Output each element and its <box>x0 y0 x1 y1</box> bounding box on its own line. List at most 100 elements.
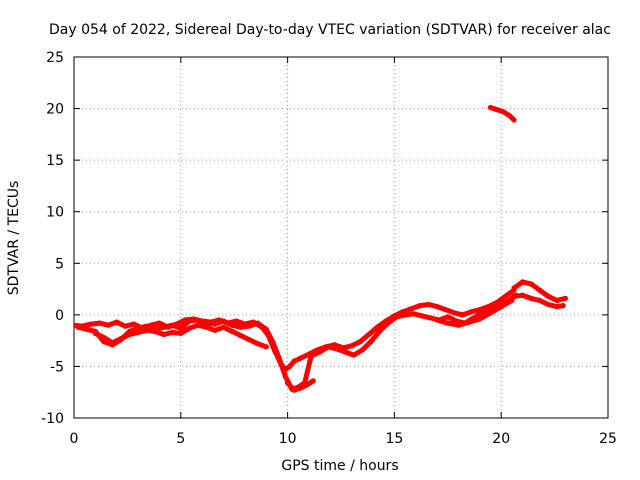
data-point-6-3 <box>537 297 543 304</box>
y-tick-label-2: 0 <box>55 308 64 324</box>
data-point-2-11 <box>186 325 192 331</box>
data-point-1-22 <box>263 326 269 332</box>
data-point-2-20 <box>263 344 269 350</box>
data-point-1-25 <box>282 374 289 380</box>
data-point-2-7 <box>152 328 158 334</box>
data-point-3-1 <box>291 387 297 393</box>
data-point-4-2 <box>455 322 462 328</box>
data-point-0-45 <box>434 304 440 310</box>
data-point-1-39 <box>393 314 400 320</box>
data-point-0-19 <box>233 318 239 324</box>
data-layer <box>74 104 568 393</box>
chart-title: Day 054 of 2022, Sidereal Day-to-day VTE… <box>49 22 611 38</box>
data-point-4-5 <box>487 310 494 316</box>
data-point-0-5 <box>114 319 120 325</box>
x-axis-label: GPS time / hours <box>281 458 398 474</box>
y-axis-label: SDTVAR / TECUs <box>6 181 22 296</box>
data-point-1-29 <box>308 353 314 359</box>
data-point-2-16 <box>229 328 235 334</box>
x-tick-label-4: 20 <box>492 431 510 447</box>
data-point-2-14 <box>212 327 218 333</box>
data-point-1-23 <box>270 339 276 345</box>
data-point-3-2 <box>297 385 304 391</box>
data-point-0-29 <box>297 355 304 361</box>
data-point-4-3 <box>466 319 472 325</box>
y-tick-label-7: 25 <box>46 50 64 66</box>
data-point-2-9 <box>169 329 175 335</box>
data-point-1-0 <box>75 324 81 330</box>
data-point-2-3 <box>118 335 124 342</box>
data-point-1-24 <box>276 355 282 361</box>
data-point-7-2 <box>500 109 506 115</box>
data-point-1-38 <box>385 320 391 326</box>
data-point-1-37 <box>376 328 383 334</box>
y-tick-label-5: 15 <box>46 153 64 169</box>
data-point-1-17 <box>220 318 227 324</box>
x-tick-label-3: 15 <box>385 431 403 447</box>
data-point-7-3 <box>507 113 513 119</box>
data-point-1-13 <box>186 318 192 324</box>
data-point-4-1 <box>445 320 451 326</box>
y-tick-label-4: 10 <box>46 205 64 221</box>
data-point-6-6 <box>560 302 566 309</box>
data-point-0-49 <box>468 309 474 315</box>
data-point-0-43 <box>417 302 423 309</box>
data-point-2-6 <box>144 327 150 333</box>
data-point-1-41 <box>411 311 417 317</box>
data-point-1-30 <box>317 349 323 355</box>
data-point-2-18 <box>246 337 252 343</box>
data-point-0-10 <box>156 320 163 326</box>
data-point-3-0 <box>285 380 291 386</box>
data-point-2-4 <box>126 331 133 338</box>
data-point-6-0 <box>511 293 517 299</box>
data-point-4-0 <box>434 317 440 323</box>
data-point-0-4 <box>105 322 111 328</box>
data-point-0-28 <box>291 358 297 364</box>
data-point-1-8 <box>144 323 150 329</box>
data-point-1-45 <box>445 314 451 320</box>
data-point-0-35 <box>349 343 355 349</box>
data-point-2-15 <box>220 324 227 330</box>
data-point-2-0 <box>92 330 98 337</box>
data-point-2-12 <box>195 322 201 328</box>
data-point-2-19 <box>255 341 261 347</box>
data-point-1-36 <box>368 339 374 345</box>
data-point-0-38 <box>374 324 380 330</box>
data-point-5-3 <box>537 287 543 293</box>
data-point-1-20 <box>246 323 252 329</box>
data-point-0-37 <box>366 331 372 338</box>
y-tick-label-1: -5 <box>50 359 64 375</box>
data-point-6-4 <box>545 301 551 308</box>
data-point-0-7 <box>131 321 137 327</box>
y-tick-label-3: 5 <box>55 256 64 272</box>
data-point-0-27 <box>287 363 293 370</box>
data-point-2-8 <box>161 331 167 338</box>
x-tick-label-0: 0 <box>70 431 79 447</box>
data-point-4-7 <box>509 297 515 304</box>
data-point-1-32 <box>334 346 340 352</box>
data-point-6-2 <box>528 295 534 301</box>
data-point-5-1 <box>519 279 526 285</box>
data-point-0-47 <box>451 310 457 316</box>
data-point-2-10 <box>178 330 184 337</box>
y-axis-ticks: -10 -5 0 5 10 15 20 25 <box>41 50 608 427</box>
data-point-5-6 <box>562 295 568 301</box>
data-point-1-12 <box>178 325 184 331</box>
y-tick-label-0: -10 <box>41 411 64 427</box>
data-point-6-5 <box>554 304 560 310</box>
data-point-2-13 <box>203 324 210 330</box>
data-point-5-5 <box>554 297 560 304</box>
data-point-0-46 <box>443 307 449 313</box>
data-point-6-1 <box>519 292 526 298</box>
data-point-1-14 <box>195 317 201 323</box>
x-tick-label-1: 5 <box>176 431 185 447</box>
data-point-1-35 <box>359 347 365 353</box>
data-point-1-49 <box>479 310 485 316</box>
grid-lines <box>74 57 608 418</box>
data-point-1-19 <box>238 324 244 330</box>
data-point-0-3 <box>97 320 103 326</box>
data-point-4-4 <box>477 316 483 322</box>
data-point-0-42 <box>408 306 415 312</box>
data-point-1-10 <box>161 324 167 330</box>
data-point-7-0 <box>487 104 494 111</box>
